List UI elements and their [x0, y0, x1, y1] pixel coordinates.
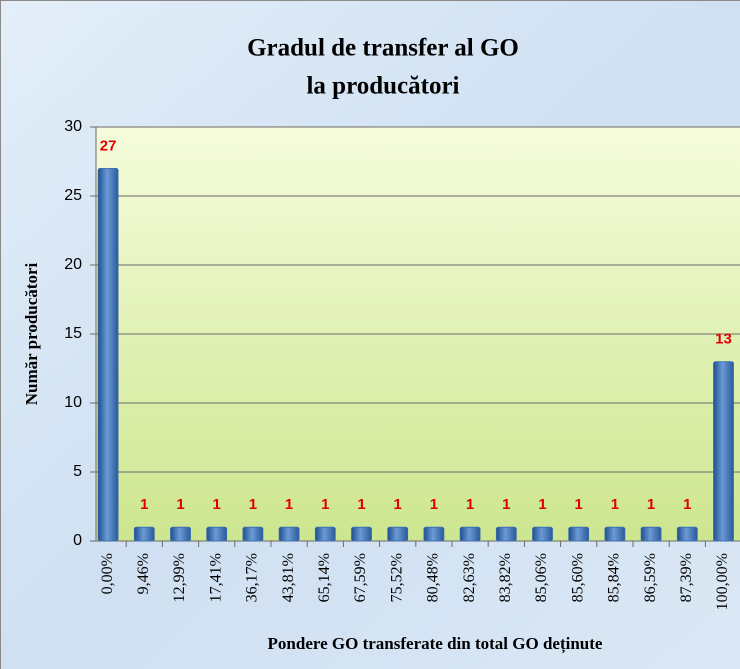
value-label: 1	[213, 496, 221, 513]
bar	[532, 526, 553, 542]
y-tick-label: 30	[64, 118, 82, 135]
bar	[713, 361, 734, 542]
x-tick-label: 86,59%	[642, 553, 659, 602]
bar	[206, 526, 228, 542]
value-label: 1	[575, 496, 583, 513]
x-tick-label: 75,52%	[388, 553, 405, 602]
bar	[170, 526, 191, 542]
x-axis-label: Pondere GO transferate din total GO deți…	[268, 634, 603, 654]
bar	[97, 167, 119, 542]
value-label: 1	[176, 496, 184, 513]
bar	[242, 526, 264, 542]
value-label: 1	[357, 496, 365, 513]
y-tick-label: 0	[73, 532, 82, 549]
bar	[459, 526, 481, 542]
y-tick-label: 5	[73, 463, 82, 480]
bar	[387, 526, 409, 542]
value-label: 1	[466, 496, 474, 513]
y-tick-label: 15	[64, 325, 82, 342]
value-label: 1	[321, 496, 329, 513]
x-tick-label: 82,63%	[461, 553, 478, 602]
bar	[568, 526, 590, 542]
x-tick-label: 80,48%	[425, 553, 442, 602]
bar	[423, 526, 445, 542]
value-label: 1	[140, 496, 148, 513]
x-tick-label: 67,59%	[352, 553, 369, 602]
bar	[495, 526, 517, 542]
value-label: 1	[538, 496, 546, 513]
x-tick-label: 85,06%	[533, 553, 550, 602]
value-label: 13	[715, 331, 732, 348]
x-tick-label: 0,00%	[99, 553, 116, 594]
x-tick-label: 83,82%	[497, 553, 514, 602]
x-tick-label: 12,99%	[171, 553, 188, 602]
x-tick-label: 87,39%	[678, 553, 695, 602]
bar	[351, 526, 372, 542]
x-tick-label: 65,14%	[316, 553, 333, 602]
value-label: 1	[611, 496, 619, 513]
x-tick-label: 9,46%	[135, 553, 152, 594]
y-tick-label: 10	[64, 394, 82, 411]
value-label: 1	[430, 496, 438, 513]
x-tick-label: 36,17%	[244, 553, 261, 602]
value-label: 1	[683, 496, 691, 513]
bar	[314, 526, 336, 542]
value-label: 1	[647, 496, 655, 513]
y-axis-label: Număr producători	[22, 262, 41, 405]
x-tick-label: 43,81%	[280, 553, 297, 602]
value-label: 1	[502, 496, 510, 513]
bar	[278, 526, 300, 542]
y-tick-label: 25	[64, 187, 82, 204]
chart-title: Gradul de transfer al GO	[247, 35, 519, 62]
value-label: 27	[100, 137, 117, 154]
bar	[640, 526, 662, 542]
x-tick-label: 100,00%	[714, 553, 731, 610]
bar	[604, 526, 626, 542]
value-label: 1	[394, 496, 402, 513]
value-label: 1	[249, 496, 257, 513]
chart-title: la producători	[306, 73, 459, 100]
bar	[133, 526, 155, 542]
value-label: 1	[285, 496, 293, 513]
bar	[676, 526, 698, 542]
x-tick-label: 17,41%	[207, 553, 224, 602]
y-tick-label: 20	[64, 256, 82, 273]
x-tick-label: 85,84%	[606, 553, 623, 602]
x-tick-label: 85,60%	[569, 553, 586, 602]
